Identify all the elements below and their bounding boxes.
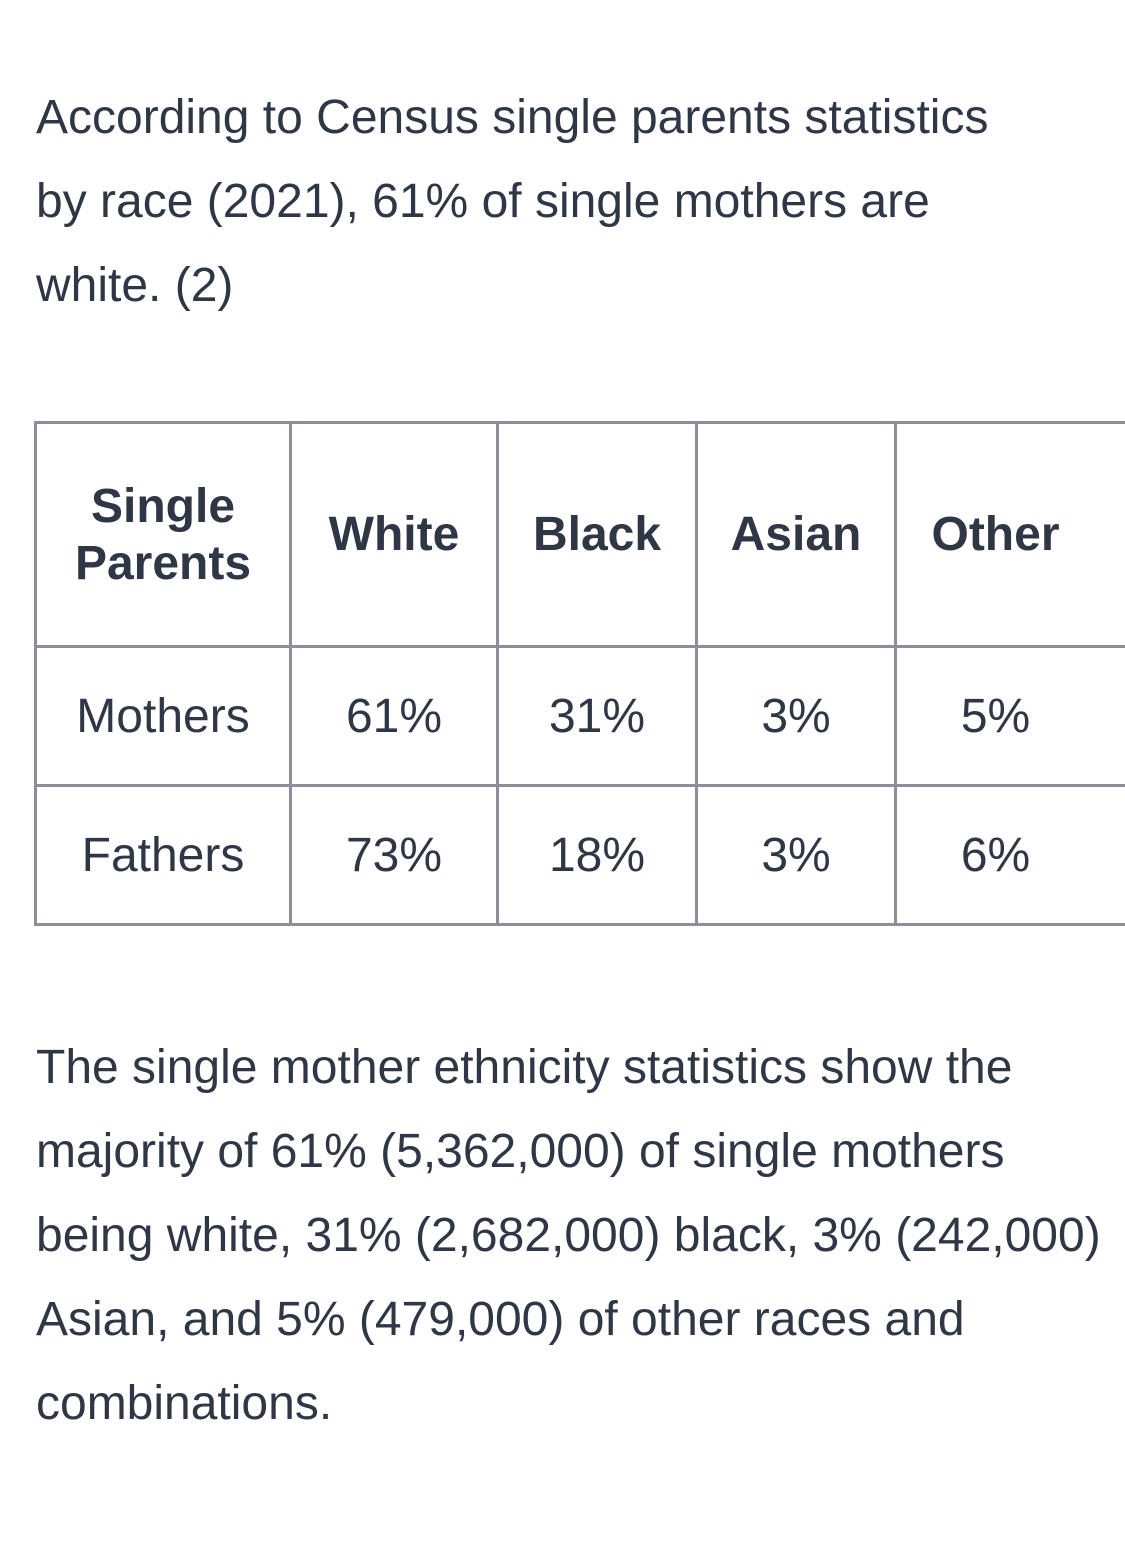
row-label-mothers: Mothers xyxy=(34,645,292,787)
header-white: White xyxy=(289,421,499,648)
header-other: Other xyxy=(894,421,1125,648)
cell-fathers-asian: 3% xyxy=(695,784,897,926)
cell-fathers-other: 6% xyxy=(894,784,1125,926)
header-single-parents: Single Parents xyxy=(34,421,292,648)
row-label-fathers: Fathers xyxy=(34,784,292,926)
header-black: Black xyxy=(496,421,698,648)
cell-fathers-white: 73% xyxy=(289,784,499,926)
table-header-row: Single Parents White Black Asian Other xyxy=(34,421,1125,648)
intro-paragraph: According to Census single parents stati… xyxy=(36,91,989,312)
header-asian: Asian xyxy=(695,421,897,648)
cell-fathers-black: 18% xyxy=(496,784,698,926)
table-row-fathers: Fathers 73% 18% 3% 6% xyxy=(34,784,1125,926)
cell-mothers-asian: 3% xyxy=(695,645,897,787)
single-parents-race-table: Single Parents White Black Asian Other M… xyxy=(34,421,1125,929)
cell-mothers-other: 5% xyxy=(894,645,1125,787)
cell-mothers-black: 31% xyxy=(496,645,698,787)
table-row-mothers: Mothers 61% 31% 3% 5% xyxy=(34,645,1125,787)
cell-mothers-white: 61% xyxy=(289,645,499,787)
outro-paragraph: The single mother ethnicity statistics s… xyxy=(36,1041,1101,1430)
